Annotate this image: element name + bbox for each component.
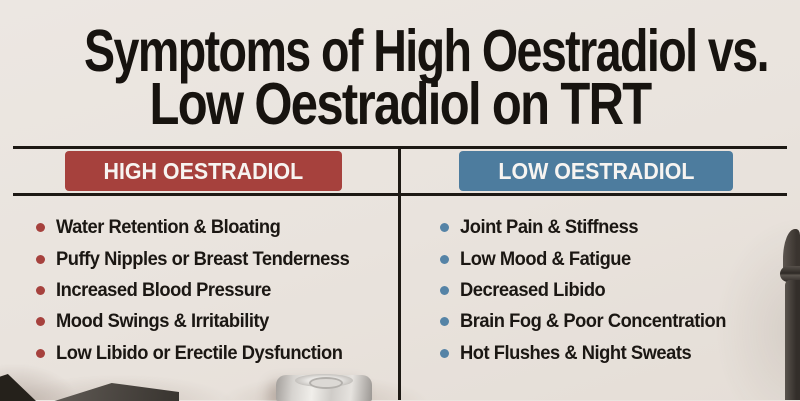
vial-cap-dimple bbox=[309, 377, 343, 389]
page-title-line1: Symptoms of High Oestradiol vs. bbox=[84, 18, 770, 84]
list-item: Low Libido or Erectile Dysfunction bbox=[36, 338, 368, 369]
list-item: Puffy Nipples or Breast Tenderness bbox=[36, 243, 368, 274]
high-oestradiol-header-label: HIGH OESTRADIOL bbox=[103, 157, 304, 184]
low-oestradiol-header: LOW OESTRADIOL bbox=[459, 151, 733, 191]
list-item: Brain Fog & Poor Concentration bbox=[440, 306, 743, 337]
column-divider bbox=[398, 146, 401, 400]
bullet-icon bbox=[440, 223, 449, 233]
bottle-ring-photo bbox=[780, 266, 800, 282]
symptom-label: Puffy Nipples or Breast Tenderness bbox=[56, 247, 350, 270]
page-title: Symptoms of High Oestradiol vs. Low Oest… bbox=[0, 18, 800, 137]
symptom-label: Water Retention & Bloating bbox=[56, 216, 281, 239]
symptom-label: Decreased Libido bbox=[460, 278, 606, 301]
list-item: Increased Blood Pressure bbox=[36, 275, 368, 306]
bullet-icon bbox=[36, 223, 45, 233]
dark-box-photo bbox=[52, 383, 179, 401]
symptom-label: Joint Pain & Stiffness bbox=[460, 216, 639, 239]
bullet-icon bbox=[36, 285, 45, 295]
corner-object-photo bbox=[0, 374, 36, 401]
symptom-label: Low Mood & Fatigue bbox=[460, 247, 631, 270]
list-item: Mood Swings & Irritability bbox=[36, 306, 368, 337]
bullet-icon bbox=[36, 317, 45, 327]
high-oestradiol-header: HIGH OESTRADIOL bbox=[65, 151, 342, 191]
bullet-icon bbox=[440, 254, 449, 264]
list-item: Water Retention & Bloating bbox=[36, 212, 368, 243]
symptom-label: Low Libido or Erectile Dysfunction bbox=[56, 341, 343, 364]
list-item: Decreased Libido bbox=[440, 275, 743, 306]
list-item: Hot Flushes & Night Sweats bbox=[440, 338, 743, 369]
symptom-label: Mood Swings & Irritability bbox=[56, 310, 269, 333]
bullet-icon bbox=[440, 317, 449, 327]
symptom-label: Increased Blood Pressure bbox=[56, 278, 271, 301]
high-oestradiol-symptom-list: Water Retention & Bloating Puffy Nipples… bbox=[36, 212, 368, 369]
bullet-icon bbox=[36, 254, 45, 264]
symptom-label: Brain Fog & Poor Concentration bbox=[460, 310, 726, 333]
bullet-icon bbox=[440, 348, 449, 358]
symptom-label: Hot Flushes & Night Sweats bbox=[460, 341, 692, 364]
bottle-body-photo bbox=[785, 280, 800, 400]
list-item: Joint Pain & Stiffness bbox=[440, 212, 743, 243]
low-oestradiol-symptom-list: Joint Pain & Stiffness Low Mood & Fatigu… bbox=[440, 212, 743, 369]
bottle-cap-photo bbox=[783, 229, 800, 269]
list-item: Low Mood & Fatigue bbox=[440, 243, 743, 274]
bullet-icon bbox=[440, 285, 449, 295]
bullet-icon bbox=[36, 348, 45, 358]
low-oestradiol-header-label: LOW OESTRADIOL bbox=[497, 157, 695, 184]
page-title-line2: Low Oestradiol on TRT bbox=[149, 71, 652, 137]
